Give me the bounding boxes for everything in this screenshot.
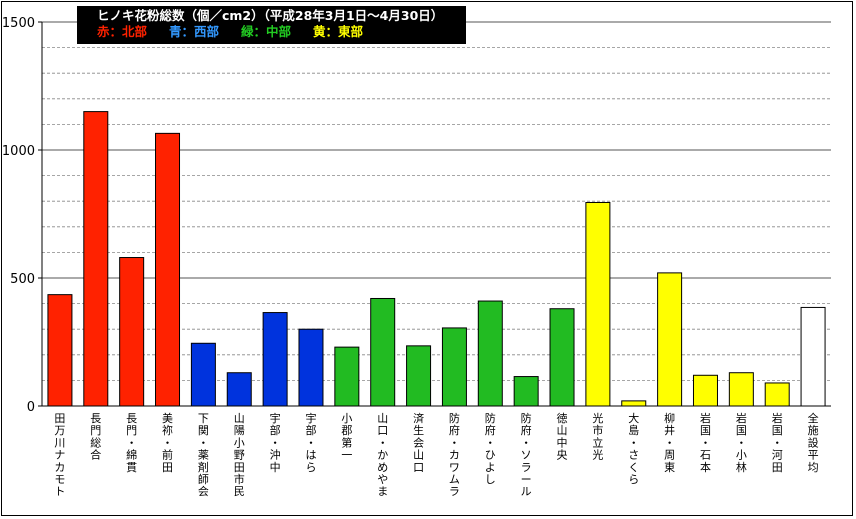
chart-legend: 赤：北部 青：西部 緑：中部 黄：東部 (97, 24, 466, 40)
y-tick-label: 0 (27, 400, 35, 415)
bar (549, 308, 575, 407)
category-label: 徳山中央 (557, 412, 568, 462)
bar (800, 306, 826, 407)
bar (621, 400, 647, 407)
legend-item: 赤：北部 (97, 24, 148, 39)
category-label: 岩国・石本 (700, 411, 711, 474)
category-label: 岩国・小林 (736, 411, 747, 474)
category-label: 柳井・周東 (664, 411, 675, 474)
legend-item: 青：西部 (169, 24, 220, 39)
chart-title-box: ヒノキ花粉総数（個／cm2）（平成28年3月1日～4月30日） 赤：北部 青：西部… (77, 6, 466, 44)
bar (692, 374, 718, 407)
legend-item: 緑：中部 (241, 24, 292, 39)
y-tick-label: 1500 (2, 16, 35, 31)
bar (370, 297, 396, 407)
bar (441, 327, 467, 407)
category-label: 長門総合 (90, 412, 101, 462)
bar (657, 272, 683, 407)
category-label: 大島・さくら (628, 411, 639, 486)
bar (406, 345, 432, 407)
category-label: 済生会山口 (413, 411, 424, 474)
bar (226, 372, 252, 407)
category-label: 光市立光 (592, 411, 603, 462)
y-tick-label: 1000 (2, 144, 35, 159)
category-label: 小郡第一 (341, 412, 352, 462)
bar (585, 201, 611, 407)
category-label: 防府・ひよし (485, 411, 496, 486)
bar (513, 376, 539, 407)
chart-title: ヒノキ花粉総数（個／cm2）（平成28年3月1日～4月30日） (97, 8, 444, 23)
category-label: 長門・綿貫 (126, 412, 137, 474)
category-label: 美祢・前田 (162, 412, 173, 474)
bar (155, 132, 181, 407)
category-label: 田万川ナカモト (54, 412, 65, 498)
bar (190, 342, 216, 407)
bar (477, 300, 503, 407)
bar (262, 312, 288, 407)
bar (764, 382, 790, 407)
category-label: 全施設平均 (808, 411, 819, 474)
category-label: 宇部・はら (305, 412, 316, 474)
bar (298, 328, 324, 407)
category-label: 防府・カワムラ (449, 411, 460, 498)
legend-item: 黄：東部 (313, 24, 364, 39)
bar (83, 111, 109, 407)
category-label: 防府・ソラール (521, 411, 532, 498)
category-label: 山陽小野田市民 (234, 412, 245, 498)
category-label: 下関・薬剤師会 (198, 412, 209, 498)
category-label: 岩国・河田 (772, 411, 783, 474)
bar (47, 294, 73, 407)
bar (728, 372, 754, 407)
y-tick-label: 500 (10, 272, 35, 287)
category-label: 宇部・沖中 (270, 412, 281, 474)
category-label: 山口・かめやま (377, 412, 388, 498)
bar (334, 346, 360, 407)
bar (119, 257, 145, 407)
